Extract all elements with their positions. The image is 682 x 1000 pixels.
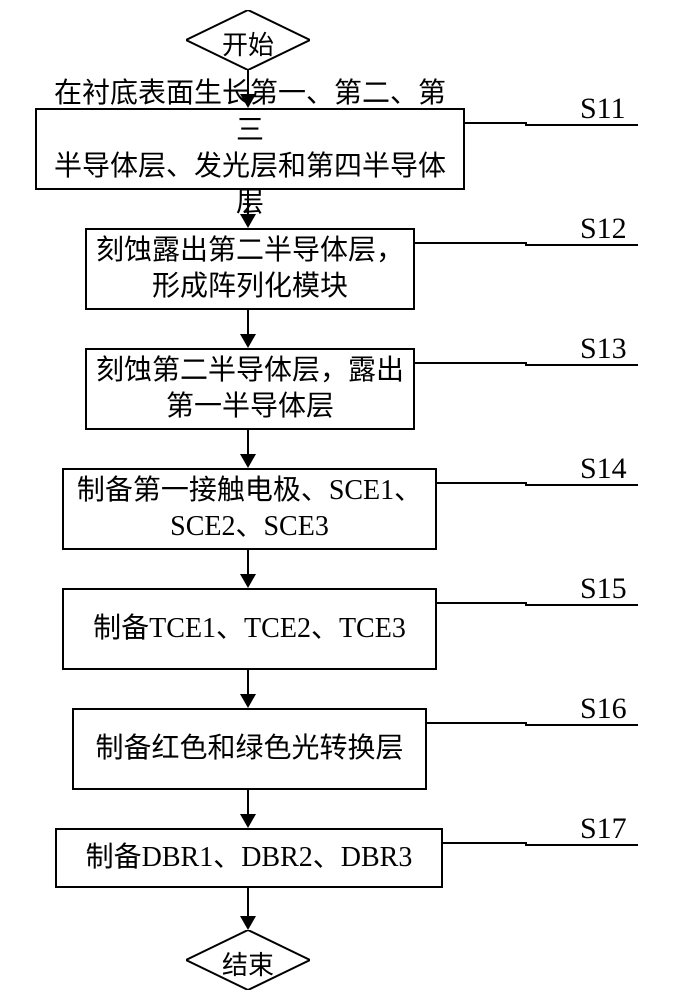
process-box-s15: 制备TCE1、TCE2、TCE3 [62,588,437,670]
arrow-head [240,214,256,228]
tag-bracket-h [525,244,638,246]
step-tag-s17: S17 [580,812,627,846]
tag-bracket-h2 [427,722,527,724]
tag-bracket-h [525,844,638,846]
process-box-s17: 制备DBR1、DBR2、DBR3 [55,828,443,888]
arrow-head [240,574,256,588]
step-tag-s12: S12 [580,212,627,246]
flowchart-canvas: 开始在衬底表面生长第一、第二、第三半导体层、发光层和第四半导体层 S11 刻蚀露出第… [0,0,682,1000]
arrow-head [240,334,256,348]
tag-bracket-h2 [415,362,527,364]
process-box-s11: 在衬底表面生长第一、第二、第三半导体层、发光层和第四半导体层 [35,108,465,190]
tag-bracket-h [525,724,638,726]
arrow-line [247,190,249,214]
process-text: 刻蚀第二半导体层，露出第一半导体层 [96,353,404,426]
process-text: 制备红色和绿色光转换层 [95,731,403,767]
arrow-line [247,430,249,454]
process-box-s13: 刻蚀第二半导体层，露出第一半导体层 [85,348,415,430]
tag-bracket-h [525,124,638,126]
tag-bracket-h [525,604,638,606]
step-tag-s13: S13 [580,332,627,366]
step-tag-s15: S15 [580,572,627,606]
step-tag-s16: S16 [580,692,627,726]
tag-bracket-h2 [465,122,527,124]
step-tag-s11: S11 [580,92,626,126]
tag-bracket-h2 [415,242,527,244]
step-tag-s14: S14 [580,452,627,486]
start-label: 开始 [218,25,278,62]
arrow-head [240,916,256,930]
process-text: 制备DBR1、DBR2、DBR3 [86,840,413,876]
process-box-s12: 刻蚀露出第二半导体层，形成阵列化模块 [85,228,415,310]
arrow-head [240,814,256,828]
tag-bracket-h [525,364,638,366]
arrow-head [240,454,256,468]
end-label: 结束 [218,945,278,982]
arrow-line [247,550,249,574]
arrow-line [247,888,249,916]
process-text: 制备第一接触电极、SCE1、SCE2、SCE3 [77,473,422,546]
tag-bracket-h [525,484,638,486]
process-text: 制备TCE1、TCE2、TCE3 [93,611,406,647]
process-text: 在衬底表面生长第一、第二、第三半导体层、发光层和第四半导体层 [45,76,455,222]
arrow-line [247,670,249,694]
process-box-s16: 制备红色和绿色光转换层 [72,708,427,790]
arrow-line [247,310,249,334]
process-text: 刻蚀露出第二半导体层，形成阵列化模块 [96,233,404,306]
tag-bracket-h2 [437,602,527,604]
process-box-s14: 制备第一接触电极、SCE1、SCE2、SCE3 [62,468,437,550]
tag-bracket-h2 [443,842,527,844]
tag-bracket-h2 [437,482,527,484]
arrow-line [247,790,249,814]
arrow-head [240,694,256,708]
